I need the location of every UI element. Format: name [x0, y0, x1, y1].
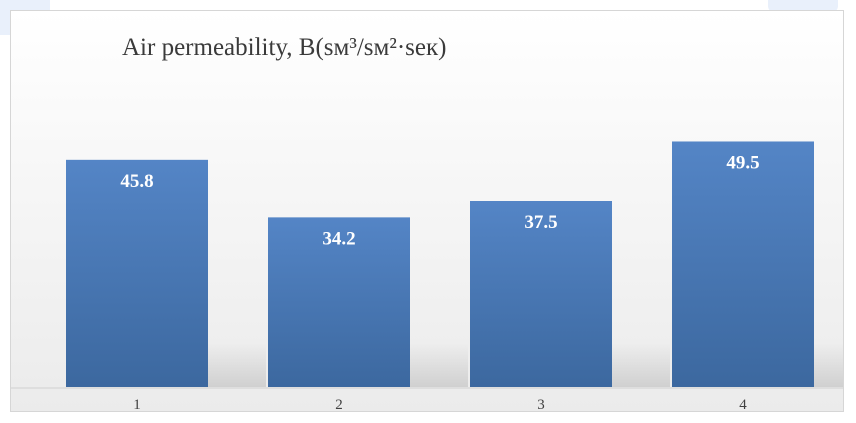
- bar-shadow: [612, 342, 670, 387]
- data-label-3: 37.5: [524, 212, 557, 233]
- bar-shadow: [814, 342, 856, 387]
- bar-3: [470, 201, 612, 387]
- x-tick-label-2: 2: [335, 397, 343, 411]
- bar-shadow: [410, 342, 468, 387]
- x-tick-label-3: 3: [537, 397, 545, 411]
- x-tick-label-4: 4: [739, 397, 747, 411]
- data-label-4: 49.5: [726, 152, 759, 173]
- data-label-1: 45.8: [120, 171, 153, 192]
- bar-4: [672, 141, 814, 387]
- data-labels-layer: 45.8 34.2 37.5 49.5: [120, 152, 759, 249]
- bars-layer: [66, 141, 856, 387]
- bar-chart: Air permeability, B(sм³/sм²·seк) 45.8 34.…: [11, 34, 856, 413]
- chart-title: Air permeability, B(sм³/sм²·seк): [122, 34, 446, 61]
- data-label-2: 34.2: [322, 228, 355, 249]
- bar-shadow: [208, 342, 266, 387]
- background-shape-right: [768, 0, 838, 12]
- bar-2: [268, 217, 410, 387]
- bar-1: [66, 159, 208, 387]
- x-tick-label-1: 1: [133, 397, 141, 411]
- x-axis-ticks: 1 2 3 4: [133, 397, 747, 413]
- chart-area: Air permeability, B(sм³/sм²·seк) 45.8 34.…: [10, 10, 856, 413]
